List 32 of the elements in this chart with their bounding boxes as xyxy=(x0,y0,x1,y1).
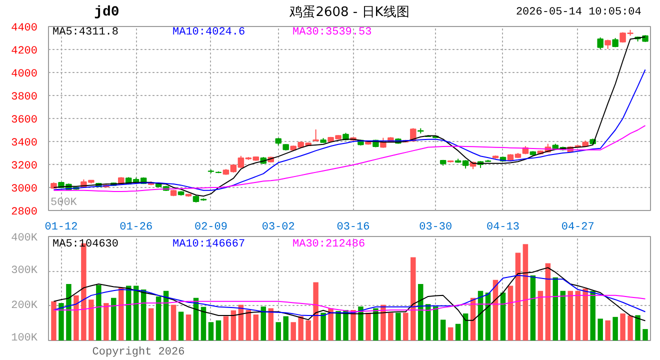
text: Copyright 2026 xyxy=(92,346,185,358)
y-tick-label: 300K xyxy=(11,265,38,278)
x-tick-label: 03-30 xyxy=(419,222,452,234)
text: MA10:4024.6 xyxy=(172,26,246,38)
y-tick-label: 3000 xyxy=(11,184,38,196)
y-tick-label: 3600 xyxy=(11,114,38,126)
y-tick-label: 4400 xyxy=(11,22,38,34)
text: MA5:4311.8 xyxy=(52,26,119,38)
x-tick-label: 03-16 xyxy=(336,222,370,234)
y-tick-label: 2800 xyxy=(11,206,38,218)
chart-title: 鸡蛋2608 - 日K线图 xyxy=(288,5,410,20)
y-tick-label: 3200 xyxy=(11,160,38,172)
annotation: 500K xyxy=(50,196,78,209)
x-tick-label: 04-13 xyxy=(486,222,520,234)
y-tick-label: 200K xyxy=(11,300,38,312)
text: MA30:212486 xyxy=(292,238,366,250)
x-tick-label: 01-12 xyxy=(44,222,78,234)
text: MA10:146667 xyxy=(172,238,246,250)
y-tick-label: 4000 xyxy=(11,68,38,80)
x-tick-label: 01-26 xyxy=(120,222,153,234)
text: MA30:3539.53 xyxy=(292,26,372,38)
y-tick-label: 100K xyxy=(11,332,38,344)
x-tick-label: 02-09 xyxy=(194,222,228,234)
x-tick-label: 03-02 xyxy=(262,222,295,234)
text: MA5:104630 xyxy=(52,238,119,250)
y-tick-label: 3800 xyxy=(11,92,38,104)
y-tick-label: 3400 xyxy=(11,138,38,150)
text: jd0 xyxy=(94,4,120,20)
text: 2026-05-14 10:05:04 xyxy=(516,6,642,18)
y-tick-label: 400K xyxy=(11,232,38,244)
x-tick-label: 04-27 xyxy=(561,222,594,234)
y-tick-label: 4200 xyxy=(11,46,38,58)
